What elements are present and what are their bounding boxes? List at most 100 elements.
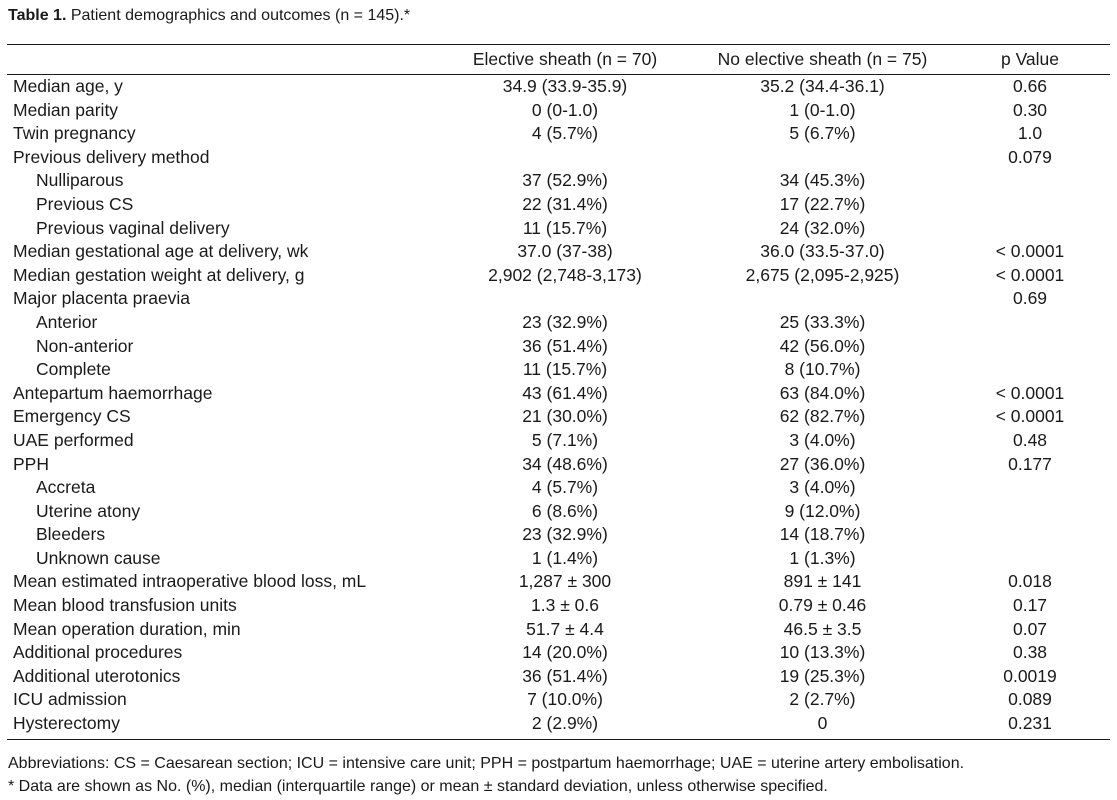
cell-elective-sheath: 11 (15.7%) bbox=[522, 359, 608, 380]
cell-elective-sheath: 1,287 ± 300 bbox=[518, 571, 612, 592]
cell-p-value: < 0.0001 bbox=[995, 406, 1065, 427]
demographics-table: Elective sheath (n = 70) No elective she… bbox=[7, 45, 1110, 736]
cell-no-elective-sheath: 5 (6.7%) bbox=[789, 123, 856, 144]
row-label: Hysterectomy bbox=[13, 713, 120, 734]
cell-p-value bbox=[950, 523, 1110, 547]
cell-elective-sheath bbox=[435, 146, 695, 170]
row-label: Median age, y bbox=[13, 76, 123, 96]
cell-p-value: 0.07 bbox=[1012, 618, 1048, 639]
cell-elective-sheath: 1.3 ± 0.6 bbox=[531, 595, 599, 616]
cell-no-elective-sheath: 9 (12.0%) bbox=[784, 500, 861, 521]
cell-elective-sheath: 34 (48.6%) bbox=[522, 453, 608, 474]
row-label: Median parity bbox=[13, 99, 119, 120]
cell-p-value bbox=[950, 500, 1110, 524]
cell-no-elective-sheath: 1 (0-1.0) bbox=[789, 99, 856, 120]
cell-no-elective-sheath: 25 (33.3%) bbox=[779, 311, 866, 332]
cell-p-value bbox=[950, 335, 1110, 359]
cell-no-elective-sheath: 63 (84.0%) bbox=[779, 382, 866, 403]
cell-p-value: < 0.0001 bbox=[995, 241, 1065, 262]
cell-p-value: 0.089 bbox=[1008, 689, 1052, 710]
cell-elective-sheath: 0 (0-1.0) bbox=[531, 99, 599, 120]
cell-p-value: 0.018 bbox=[1008, 571, 1052, 592]
table-footnotes: Abbreviations: CS = Caesarean section; I… bbox=[7, 752, 1110, 798]
table-row: Antepartum haemorrhage 43 (61.4%) 63 (84.0… bbox=[7, 382, 1110, 406]
cell-no-elective-sheath: 8 (10.7%) bbox=[784, 359, 861, 380]
cell-no-elective-sheath bbox=[695, 287, 950, 311]
table-row: Anterior 23 (32.9%) 25 (33.3%) bbox=[7, 311, 1110, 335]
cell-no-elective-sheath: 14 (18.7%) bbox=[779, 524, 866, 545]
cell-elective-sheath: 6 (8.6%) bbox=[531, 500, 599, 521]
row-label: Bleeders bbox=[36, 524, 106, 545]
row-label: Uterine atony bbox=[36, 500, 141, 521]
cell-elective-sheath bbox=[435, 287, 695, 311]
cell-elective-sheath: 4 (5.7%) bbox=[531, 477, 599, 498]
row-label: UAE performed bbox=[13, 429, 134, 450]
row-label: Non-anterior bbox=[36, 335, 134, 356]
cell-p-value bbox=[950, 311, 1110, 335]
cell-no-elective-sheath: 36.0 (33.5-37.0) bbox=[760, 241, 885, 262]
cell-elective-sheath: 14 (20.0%) bbox=[522, 642, 608, 663]
cell-elective-sheath: 23 (32.9%) bbox=[522, 524, 608, 545]
cell-elective-sheath: 2 (2.9%) bbox=[531, 713, 599, 734]
cell-no-elective-sheath: 891 ± 141 bbox=[783, 571, 862, 592]
cell-no-elective-sheath: 42 (56.0%) bbox=[779, 335, 866, 356]
table-row: Emergency CS 21 (30.0%) 62 (82.7%) < 0.0001 bbox=[7, 405, 1110, 429]
cell-p-value: 1.0 bbox=[1017, 123, 1043, 144]
row-label: Additional uterotonics bbox=[13, 665, 181, 686]
row-label: Mean operation duration, min bbox=[13, 618, 241, 639]
table-row: Additional procedures 14 (20.0%) 10 (13.3%… bbox=[7, 641, 1110, 665]
cell-no-elective-sheath: 35.2 (34.4-36.1) bbox=[760, 76, 885, 96]
cell-p-value: 0.69 bbox=[1012, 288, 1048, 309]
table-row: Previous delivery method 0.079 bbox=[7, 146, 1110, 170]
cell-p-value: 0.17 bbox=[1012, 595, 1048, 616]
table-row: Complete 11 (15.7%) 8 (10.7%) bbox=[7, 358, 1110, 382]
cell-no-elective-sheath: 19 (25.3%) bbox=[779, 665, 866, 686]
cell-no-elective-sheath: 0 bbox=[817, 713, 828, 734]
table-row: Median gestational age at delivery, wk 37… bbox=[7, 240, 1110, 264]
cell-p-value: 0.30 bbox=[1012, 99, 1048, 120]
table-caption-label: Table 1. bbox=[8, 7, 67, 24]
row-label: Anterior bbox=[36, 311, 98, 332]
cell-no-elective-sheath: 3 (4.0%) bbox=[789, 429, 856, 450]
cell-p-value: 0.0019 bbox=[1003, 665, 1057, 686]
cell-elective-sheath: 36 (51.4%) bbox=[522, 665, 608, 686]
table-row: Median gestation weight at delivery, g 2,… bbox=[7, 264, 1110, 288]
cell-p-value bbox=[950, 358, 1110, 382]
footnote-asterisk: * Data are shown as No. (%), median (int… bbox=[8, 777, 828, 795]
row-label: Median gestation weight at delivery, g bbox=[13, 264, 305, 285]
row-label: Previous CS bbox=[36, 193, 134, 214]
table-row: Mean estimated intraoperative blood loss… bbox=[7, 570, 1110, 594]
cell-elective-sheath: 22 (31.4%) bbox=[522, 193, 608, 214]
cell-p-value: 0.48 bbox=[1012, 429, 1048, 450]
cell-no-elective-sheath: 24 (32.0%) bbox=[779, 217, 866, 238]
table-figure: Table 1. Patient demographics and outcom… bbox=[7, 4, 1110, 798]
cell-no-elective-sheath: 27 (36.0%) bbox=[779, 453, 866, 474]
cell-elective-sheath: 7 (10.0%) bbox=[527, 689, 603, 710]
cell-no-elective-sheath: 2 (2.7%) bbox=[789, 689, 856, 710]
table-header: Elective sheath (n = 70) No elective she… bbox=[7, 45, 1110, 75]
cell-no-elective-sheath: 17 (22.7%) bbox=[779, 193, 866, 214]
footnote-abbreviations: Abbreviations: CS = Caesarean section; I… bbox=[8, 754, 965, 772]
row-label: Twin pregnancy bbox=[13, 123, 136, 144]
table-row: Uterine atony 6 (8.6%) 9 (12.0%) bbox=[7, 500, 1110, 524]
table-row: Median age, y 34.9 (33.9-35.9) 35.2 (34.4-… bbox=[7, 75, 1110, 99]
cell-elective-sheath: 37.0 (37-38) bbox=[517, 241, 613, 262]
table-row: Mean operation duration, min 51.7 ± 4.4 46… bbox=[7, 618, 1110, 642]
cell-elective-sheath: 43 (61.4%) bbox=[522, 382, 608, 403]
row-label: Unknown cause bbox=[36, 547, 161, 568]
table-caption-text: Patient demographics and outcomes (n = 1… bbox=[66, 7, 411, 24]
table-body: Median age, y 34.9 (33.9-35.9) 35.2 (34.4-… bbox=[7, 75, 1110, 736]
row-label: Complete bbox=[36, 359, 111, 380]
row-label: Accreta bbox=[36, 477, 96, 498]
table-row: Unknown cause 1 (1.4%) 1 (1.3%) bbox=[7, 547, 1110, 571]
header-variable bbox=[7, 45, 435, 75]
table-row: UAE performed 5 (7.1%) 3 (4.0%) 0.48 bbox=[7, 429, 1110, 453]
table-row: Median parity 0 (0-1.0) 1 (0-1.0) 0.30 bbox=[7, 99, 1110, 123]
row-label: Previous delivery method bbox=[13, 146, 210, 167]
table-row: Additional uterotonics 36 (51.4%) 19 (25.3… bbox=[7, 665, 1110, 689]
header-row: Elective sheath (n = 70) No elective she… bbox=[7, 45, 1110, 75]
cell-p-value: 0.177 bbox=[1008, 453, 1052, 474]
cell-no-elective-sheath: 0.79 ± 0.46 bbox=[778, 595, 867, 616]
cell-no-elective-sheath: 46.5 ± 3.5 bbox=[783, 618, 862, 639]
table-row: PPH 34 (48.6%) 27 (36.0%) 0.177 bbox=[7, 453, 1110, 477]
